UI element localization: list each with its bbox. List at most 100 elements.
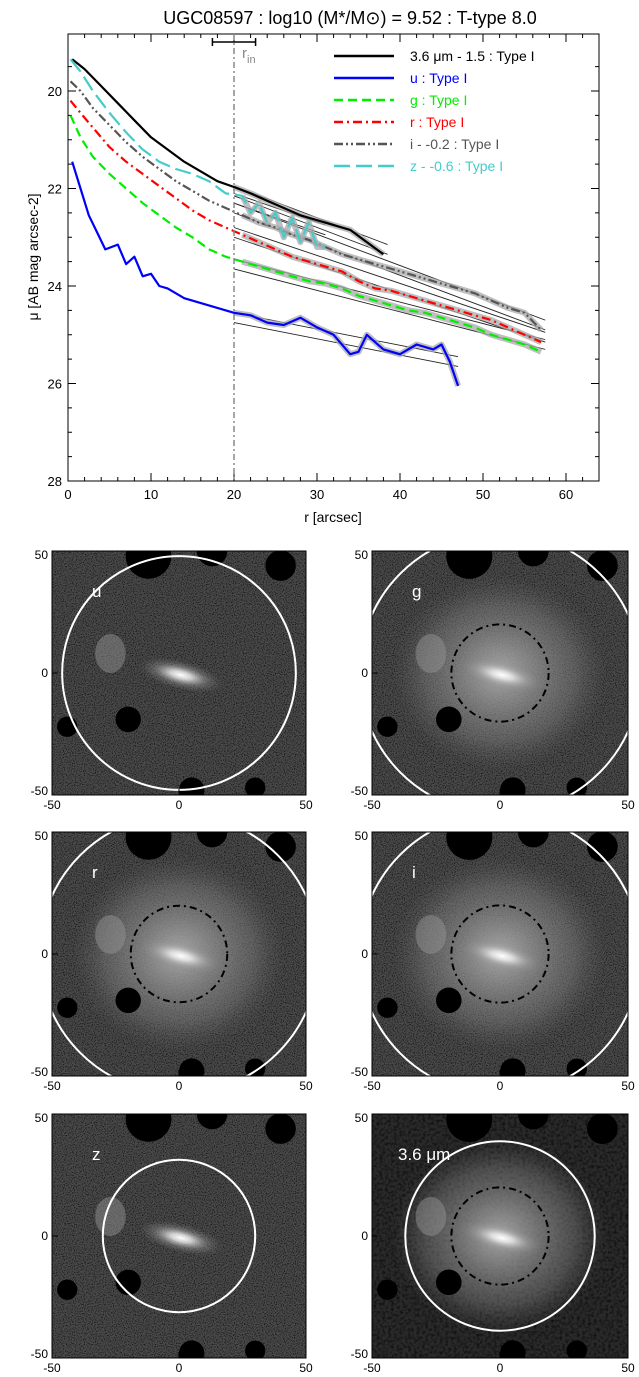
panel-y-tick-label: -50 <box>351 1065 369 1079</box>
fit-line <box>233 322 459 367</box>
panel-x-tick-label: 50 <box>299 798 313 812</box>
star-mask <box>377 1279 398 1300</box>
series-line <box>69 80 542 331</box>
y-axis-ticks: 20 22 24 26 28 <box>48 66 599 489</box>
star-mask <box>566 777 588 795</box>
star-mask <box>446 832 493 860</box>
panel-y-tick-label: -50 <box>31 784 49 798</box>
y-tick-label: 22 <box>48 182 62 197</box>
star-mask <box>125 551 172 579</box>
panel-y-tick-label: -50 <box>31 1347 49 1361</box>
panel-x-tick-label: 0 <box>176 1079 183 1093</box>
star-mask <box>566 1058 588 1076</box>
star-mask <box>377 997 398 1018</box>
series-line <box>69 58 326 249</box>
panel-x-tick-label: 0 <box>176 798 183 812</box>
panel-x-tick-label: -50 <box>363 1361 381 1375</box>
panel-image <box>52 551 306 795</box>
r-in-marker: rin <box>211 34 257 481</box>
x-tick-label: 40 <box>393 487 407 502</box>
legend-label: g : Type I <box>410 92 467 108</box>
star-mask <box>245 1340 266 1358</box>
x-tick-label: 0 <box>64 487 71 502</box>
panel-y-tick-label: -50 <box>351 1347 369 1361</box>
panel-x-tick-label: -50 <box>43 798 61 812</box>
panel-y-tick-label: 50 <box>35 1111 49 1125</box>
panel-x-tick-label: 0 <box>176 1361 183 1375</box>
profile-plot: 0 10 20 30 40 50 60 20 22 24 26 28 rin 3.6 μm - 1.… <box>48 33 600 502</box>
y-tick-label: 26 <box>48 377 62 392</box>
panel-label: u <box>92 582 101 601</box>
panel-label: r <box>92 863 98 882</box>
star-mask <box>179 1340 205 1358</box>
panel-label: g <box>412 582 421 601</box>
star-mask <box>517 832 549 848</box>
aperture-circle <box>129 904 229 1004</box>
star-mask <box>517 551 549 567</box>
panel-y-tick-label: -50 <box>31 1065 49 1079</box>
fit-line <box>233 312 459 358</box>
profile-curves <box>69 58 544 387</box>
y-tick-label: 20 <box>48 84 62 99</box>
panel-label: 3.6 μm <box>398 1145 450 1164</box>
panel-x-tick-label: -50 <box>43 1361 61 1375</box>
star-mask <box>517 1114 549 1130</box>
galaxy-core <box>138 657 224 693</box>
panel-y-tick-label: 50 <box>35 548 49 562</box>
panel-x-tick-label: -50 <box>363 1079 381 1093</box>
x-tick-label: 20 <box>227 487 241 502</box>
image-panel: i -50 0 50 50 0 -50 <box>351 829 635 1093</box>
x-tick-label: 10 <box>144 487 158 502</box>
image-panel: z -50 0 50 50 0 -50 <box>31 1111 313 1375</box>
panel-y-tick-label: 0 <box>361 947 368 961</box>
star-mask <box>57 1279 78 1300</box>
star-mask <box>179 1058 205 1076</box>
galaxy-core <box>459 938 545 974</box>
legend-label: z - -0.6 : Type I <box>410 158 503 174</box>
star-mask <box>115 987 141 1014</box>
star-mask <box>196 832 228 848</box>
panel-x-tick-label: 50 <box>621 1079 635 1093</box>
galaxy-core <box>459 1220 545 1256</box>
star-mask <box>265 1114 296 1144</box>
plot-frame <box>67 33 600 482</box>
galaxy-core <box>459 657 545 693</box>
panel-y-tick-label: 0 <box>41 947 48 961</box>
legend-label: 3.6 μm - 1.5 : Type I <box>410 48 535 64</box>
panel-x-tick-label: 0 <box>497 1361 504 1375</box>
panel-y-tick-label: 50 <box>35 829 49 843</box>
star-mask <box>566 1340 588 1358</box>
star-mask <box>587 832 618 862</box>
companion-clump <box>95 633 126 673</box>
panel-image <box>52 1114 306 1358</box>
panel-x-tick-label: 50 <box>621 798 635 812</box>
image-panel: r -50 0 50 50 0 -50 <box>31 829 313 1093</box>
star-mask <box>115 1269 141 1296</box>
aperture-circle <box>450 904 550 1004</box>
star-mask <box>245 777 266 795</box>
panel-x-tick-label: 50 <box>299 1361 313 1375</box>
star-mask <box>125 832 172 860</box>
y-axis-label: μ [AB mag arcsec-2] <box>25 193 41 320</box>
star-mask <box>265 551 296 581</box>
panel-y-tick-label: 0 <box>361 1229 368 1243</box>
aperture-circle <box>101 1158 257 1314</box>
fit-line <box>233 227 546 333</box>
x-axis-ticks: 0 10 20 30 40 50 60 <box>64 34 584 502</box>
x-axis-label: r [arcsec] <box>304 509 362 525</box>
panel-label: z <box>92 1145 101 1164</box>
star-mask <box>500 1058 526 1076</box>
companion-clump <box>415 1196 447 1236</box>
star-mask <box>265 832 296 862</box>
x-tick-label: 60 <box>559 487 573 502</box>
star-mask <box>587 1114 618 1144</box>
star-mask <box>196 1114 228 1130</box>
series-line <box>69 100 542 344</box>
panel-image <box>52 832 306 1076</box>
legend-label: r : Type I <box>410 114 464 130</box>
y-tick-label: 24 <box>48 279 62 294</box>
aperture-circle <box>404 1140 596 1332</box>
panel-y-tick-label: 50 <box>355 548 369 562</box>
